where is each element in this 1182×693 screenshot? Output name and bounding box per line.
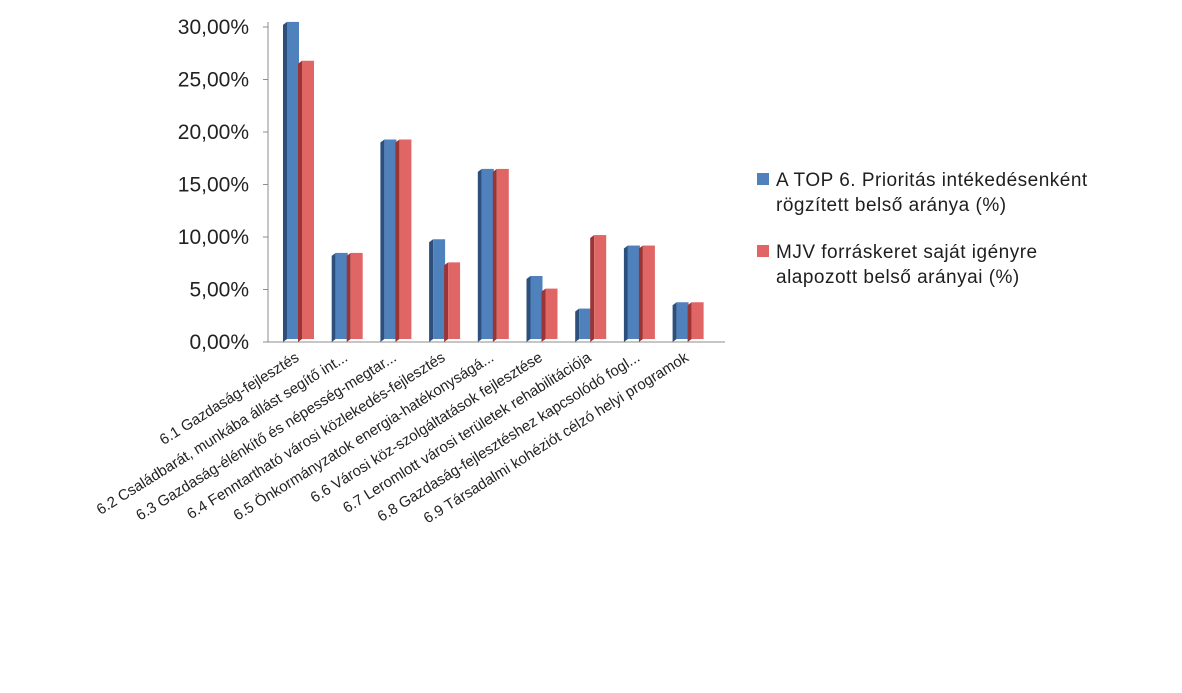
bar-s2-6 xyxy=(545,288,558,339)
bar-s2-2 xyxy=(350,252,363,339)
y-tick-label: 15,00% xyxy=(178,174,249,197)
bar-s1-3 xyxy=(384,139,397,339)
bar-side-s1-7 xyxy=(575,308,580,342)
legend-label-series-2-line-2: alapozott belső arányai (%) xyxy=(776,267,1020,288)
bar-side-s1-6 xyxy=(526,276,531,342)
y-tick-label: 10,00% xyxy=(178,226,249,249)
bar-s2-4 xyxy=(448,262,461,339)
bar-side-s2-7 xyxy=(590,235,595,342)
bar-side-s2-1 xyxy=(298,60,302,342)
bar-side-s2-4 xyxy=(444,262,449,342)
bar-s1-4 xyxy=(433,239,446,339)
bar-s1-6 xyxy=(530,276,543,339)
bar-side-s1-1 xyxy=(283,21,287,343)
bar-s2-9 xyxy=(691,302,704,339)
bar-s2-1 xyxy=(302,60,314,339)
legend-item-series-1: A TOP 6. Prioritás intékedésenként rögzí… xyxy=(757,168,1177,218)
bar-s2-8 xyxy=(642,245,655,339)
bar-s1-8 xyxy=(627,245,640,339)
bar-s1-7 xyxy=(579,308,592,339)
bar-s1-5 xyxy=(481,168,494,339)
legend: A TOP 6. Prioritás intékedésenként rögzí… xyxy=(757,168,1177,312)
bar-s2-5 xyxy=(496,168,509,339)
bar-side-s2-5 xyxy=(492,168,497,342)
legend-swatch-series-1 xyxy=(757,173,769,185)
bar-side-s1-2 xyxy=(331,252,336,342)
bar-side-s2-2 xyxy=(346,252,351,342)
bar-side-s2-9 xyxy=(687,302,692,342)
bar-side-s1-4 xyxy=(429,239,434,342)
legend-label-series-1: A TOP 6. Prioritás intékedésenként rögzí… xyxy=(776,168,1176,218)
bar-s1-2 xyxy=(335,252,348,339)
bar-s1-1 xyxy=(287,21,299,340)
bar-s1-9 xyxy=(676,302,689,339)
legend-item-series-2: MJV forráskeret saját igényre alapozott … xyxy=(757,240,1177,290)
bar-side-s1-3 xyxy=(380,139,385,342)
legend-label-series-1-line-2: rögzített belső aránya (%) xyxy=(776,195,1007,216)
y-tick-label: 25,00% xyxy=(178,69,249,92)
legend-label-series-2: MJV forráskeret saját igényre alapozott … xyxy=(776,240,1176,290)
y-tick-label: 30,00% xyxy=(178,16,249,39)
bar-side-s2-6 xyxy=(541,288,546,342)
legend-label-series-1-line-1: A TOP 6. Prioritás intékedésenként xyxy=(776,170,1088,191)
bar-chart: 0,00% 5,00% 10,00% 15,00% 20,00% 25,00% 30,00%… xyxy=(94,16,725,527)
y-tick-label: 0,00% xyxy=(189,331,249,354)
bar-side-s2-3 xyxy=(395,139,400,342)
legend-label-series-2-line-1: MJV forráskeret saját igényre xyxy=(776,242,1038,263)
y-tick-label: 20,00% xyxy=(178,121,249,144)
bar-s2-3 xyxy=(399,139,412,339)
legend-swatch-series-2 xyxy=(757,245,769,257)
bar-side-s1-8 xyxy=(623,245,628,342)
bar-side-s2-8 xyxy=(638,245,643,342)
bar-s2-7 xyxy=(594,235,607,339)
bar-side-s1-9 xyxy=(672,302,677,342)
bar-side-s1-5 xyxy=(477,168,482,342)
y-tick-label: 5,00% xyxy=(189,279,249,302)
